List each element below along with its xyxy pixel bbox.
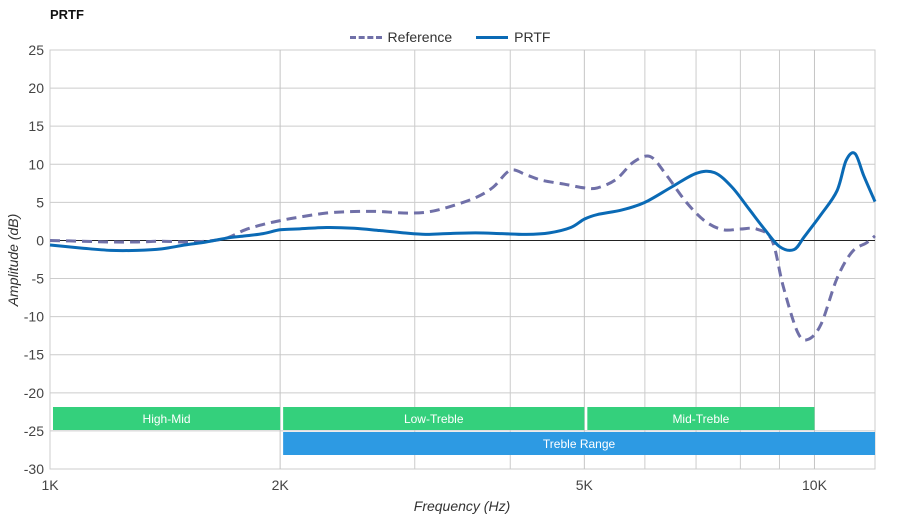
gridlines — [50, 50, 875, 469]
y-tick-label: -20 — [24, 385, 44, 401]
band-high-mid — [53, 407, 281, 430]
chart-title: PRTF — [50, 7, 84, 22]
legend-item-reference[interactable]: Reference — [349, 29, 453, 45]
y-tick-label: 20 — [28, 80, 44, 96]
legend: Reference PRTF — [0, 27, 900, 47]
y-tick-label: 25 — [28, 42, 44, 58]
y-tick-label: 0 — [36, 232, 44, 248]
plot-area — [49, 49, 876, 470]
x-tick-label: 1K — [41, 477, 59, 493]
y-tick-label: 15 — [28, 118, 44, 134]
frequency-bands: High-Mid Low-Treble Mid-Treble Treble Range — [53, 407, 875, 455]
y-tick-label: -30 — [24, 461, 44, 477]
y-axis-title: Amplitude (dB) — [5, 214, 21, 308]
x-axis-title: Frequency (Hz) — [414, 498, 510, 514]
legend-label-reference: Reference — [387, 29, 453, 45]
series-lines — [49, 151, 877, 342]
legend-item-prtf[interactable]: PRTF — [476, 29, 550, 45]
x-tick-label: 10K — [802, 477, 828, 493]
y-tick-label: -25 — [24, 423, 44, 439]
band-treble-range — [283, 432, 875, 455]
y-tick-label: -15 — [24, 347, 44, 363]
y-tick-label: 5 — [36, 194, 44, 210]
legend-label-prtf: PRTF — [514, 29, 551, 45]
legend-swatch-reference — [349, 35, 382, 39]
band-label: Treble Range — [543, 437, 616, 451]
y-tick-label: -5 — [32, 271, 45, 287]
band-low-treble — [283, 407, 585, 430]
band-label: Low-Treble — [404, 412, 464, 426]
band-label: High-Mid — [143, 412, 191, 426]
band-label: Mid-Treble — [672, 412, 729, 426]
y-tick-label: 10 — [28, 156, 44, 172]
x-tick-label: 2K — [272, 477, 290, 493]
legend-swatch-prtf — [476, 35, 509, 39]
band-mid-treble — [587, 407, 815, 430]
y-tick-label: -10 — [24, 309, 44, 325]
x-tick-label: 5K — [576, 477, 594, 493]
series-line-prtf — [49, 151, 877, 253]
